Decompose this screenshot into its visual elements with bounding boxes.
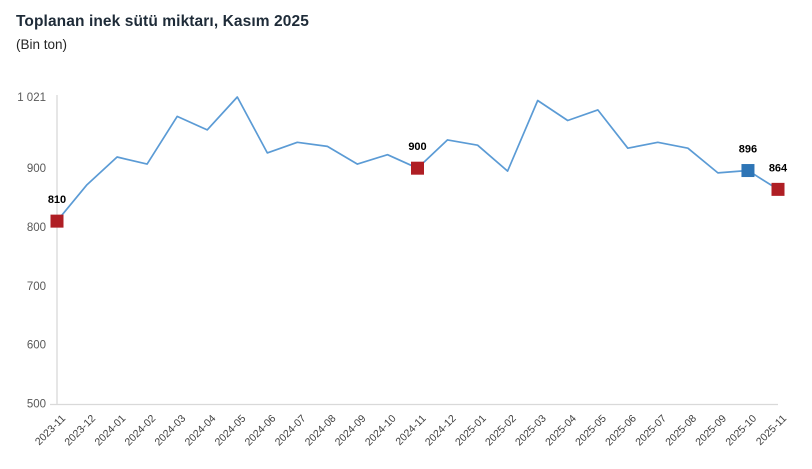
x-tick-label: 2024-03 <box>153 413 189 449</box>
chart-subtitle: (Bin ton) <box>16 37 68 52</box>
data-point-marker-2023-11 <box>50 214 64 228</box>
y-tick-label: 1 021 <box>17 92 46 104</box>
x-tick-label: 2023-11 <box>33 413 68 448</box>
data-point-label-2025-11: 864 <box>769 162 788 174</box>
x-tick-label: 2024-12 <box>423 413 459 449</box>
x-tick-label: 2024-09 <box>333 413 369 449</box>
x-tick-label: 2025-09 <box>693 413 729 449</box>
x-tick-label: 2025-11 <box>754 413 789 448</box>
x-tick-label: 2024-04 <box>183 413 219 449</box>
y-tick-label: 600 <box>27 340 46 352</box>
chart-title: Toplanan inek sütü miktarı, Kasım 2025 <box>16 13 309 30</box>
y-tick-label: 700 <box>27 281 46 293</box>
data-point-label-2024-11: 900 <box>408 141 426 153</box>
x-tick-label: 2025-05 <box>573 413 609 449</box>
data-point-marker-2025-11 <box>771 182 785 196</box>
x-tick-label: 2024-11 <box>393 413 428 448</box>
x-tick-label: 2025-02 <box>483 413 519 449</box>
milk-series-line <box>56 96 779 222</box>
x-tick-label: 2024-08 <box>303 413 339 449</box>
x-tick-label: 2024-05 <box>213 413 249 449</box>
x-tick-label: 2023-12 <box>62 413 98 449</box>
y-tick-label: 800 <box>27 222 46 234</box>
data-point-marker-2025-10 <box>741 164 755 178</box>
y-tick-label: 900 <box>27 163 46 175</box>
data-point-label-2025-10: 896 <box>739 144 757 156</box>
x-tick-label: 2025-07 <box>633 413 669 449</box>
y-tick-label: 500 <box>27 399 46 411</box>
x-tick-label: 2024-06 <box>243 413 279 449</box>
x-tick-label: 2025-08 <box>663 413 699 449</box>
x-tick-label: 2025-04 <box>543 413 579 449</box>
x-tick-label: 2025-10 <box>723 413 759 449</box>
data-point-label-2023-11: 810 <box>48 194 66 206</box>
x-tick-label: 2024-10 <box>363 413 399 449</box>
x-tick-label: 2024-07 <box>273 413 309 449</box>
x-tick-label: 2025-03 <box>513 413 549 449</box>
x-tick-label: 2025-06 <box>603 413 639 449</box>
data-point-marker-2024-11 <box>411 161 424 175</box>
x-tick-label: 2024-01 <box>92 413 128 449</box>
x-tick-label: 2025-01 <box>453 413 489 449</box>
x-tick-label: 2024-02 <box>123 413 159 449</box>
